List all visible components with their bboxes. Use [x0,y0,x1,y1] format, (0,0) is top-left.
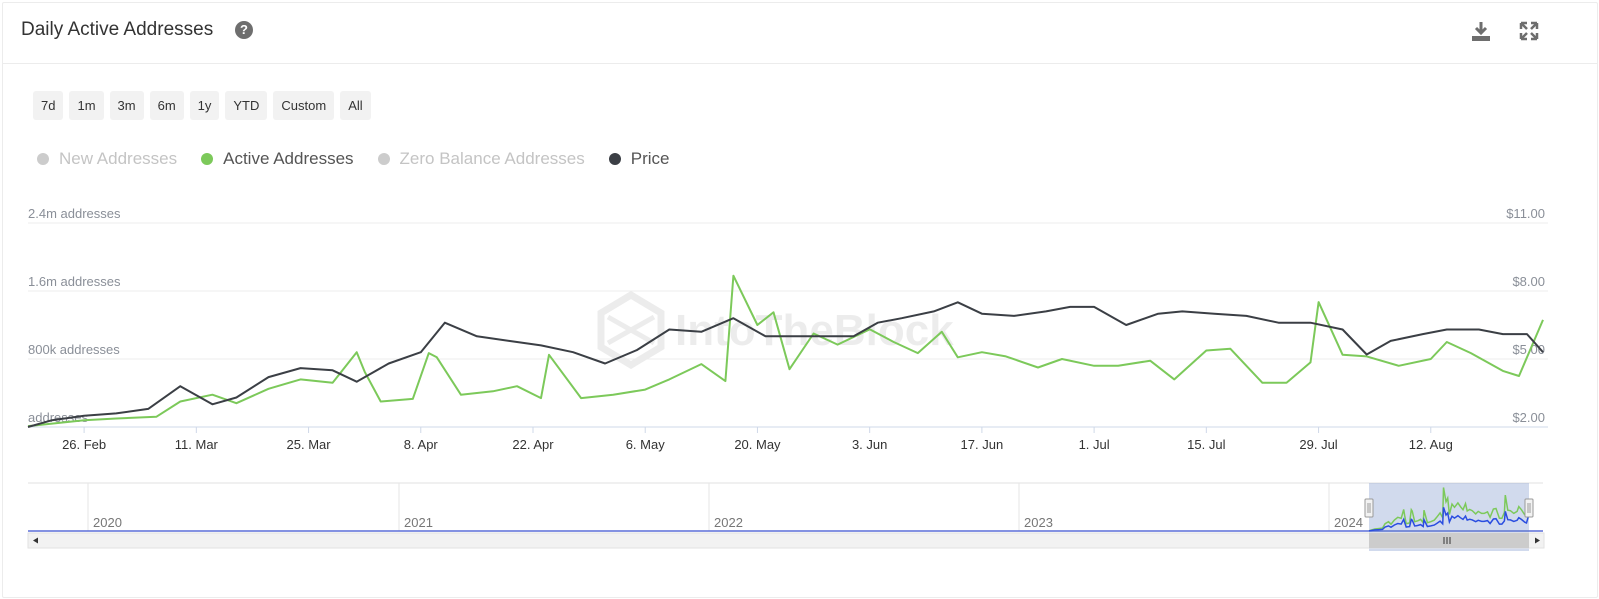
series-line-price [27,301,1544,428]
expand-icon[interactable] [1517,19,1541,43]
y-axis-right: $2.00 $5.00 $8.00 $11.00 [1506,206,1545,425]
navigator-year-label: 2023 [1024,515,1053,530]
range-3m-button[interactable]: 3m [109,91,144,120]
x-tick-label: 26. Feb [62,437,106,452]
range-7d-button[interactable]: 7d [33,91,64,120]
y-left-tick-label: 800k addresses [28,342,120,357]
series-line-active-addresses [27,274,1544,428]
y-left-tick-label: 1.6m addresses [28,274,121,289]
x-tick-label: 29. Jul [1299,437,1337,452]
legend-item-price[interactable]: Price [608,149,670,169]
y-axis-left: addresses 800k addresses 1.6m addresses 2.4… [28,206,121,425]
x-tick-label: 20. May [734,437,781,452]
legend-item-zero-balance-addresses[interactable]: Zero Balance Addresses [377,149,585,169]
legend-label: Active Addresses [223,149,354,168]
chart-legend: New Addresses Active Addresses Zero Bala… [37,149,693,169]
x-axis: 26. Feb 11. Mar 25. Mar 8. Apr 22. Apr 6. May… [62,427,1453,452]
range-6m-button[interactable]: 6m [149,91,184,120]
range-1y-button[interactable]: 1y [189,91,220,120]
chart-header: Daily Active Addresses ? [3,3,1597,64]
y-left-tick-label: addresses [28,410,88,425]
legend-dot [201,153,214,165]
legend-dot [377,153,390,165]
x-tick-label: 22. Apr [512,437,554,452]
legend-dot [37,153,49,165]
y-right-tick-label: $5.00 [1512,342,1545,357]
x-tick-label: 6. May [626,437,666,452]
legend-label: New Addresses [59,149,178,168]
x-tick-label: 12. Aug [1409,437,1453,452]
question-circle-icon[interactable]: ? [235,21,253,39]
y-right-tick-label: $2.00 [1512,410,1545,425]
navigator-series-active [1368,487,1530,532]
watermark-logo: IntoTheBlock [597,290,954,370]
navigator: 2020 2021 2022 2023 2024 [27,482,1545,551]
y-right-tick-label: $8.00 [1512,274,1545,289]
scroll-right-arrow-icon[interactable] [1535,537,1540,544]
range-ytd-button[interactable]: YTD [225,91,268,120]
navigator-handle[interactable] [1524,498,1534,518]
x-tick-label: 15. Jul [1187,437,1225,452]
navigator-year-label: 2021 [404,515,433,530]
scroll-left-arrow-icon[interactable] [33,537,38,544]
chart-grid [28,222,1548,428]
navigator-year-label: 2020 [93,515,122,530]
legend-item-new-addresses[interactable]: New Addresses [37,149,177,169]
range-all-button[interactable]: All [340,91,371,120]
watermark-text: IntoTheBlock [675,306,954,355]
navigator-year-label: 2024 [1334,515,1363,530]
x-tick-label: 25. Mar [287,437,332,452]
x-tick-label: 3. Jun [852,437,887,452]
navigator-selection [1369,483,1529,551]
legend-label: Price [630,149,670,168]
download-icon[interactable] [1469,19,1493,43]
scrollbar-track[interactable] [27,532,1545,549]
navigator-series-new [1368,507,1530,532]
navigator-handle[interactable] [1364,498,1374,518]
x-tick-label: 11. Mar [175,437,219,452]
legend-dot [608,153,621,165]
navigator-year-label: 2022 [714,515,743,530]
chart-series [27,274,1544,428]
chart-title: Daily Active Addresses [21,19,214,40]
range-selector: 7d 1m 3m 6m 1y YTD Custom All [33,91,371,120]
x-tick-label: 1. Jul [1079,437,1110,452]
range-custom-button[interactable]: Custom [273,91,335,120]
legend-label: Zero Balance Addresses [399,149,585,168]
scrollbar-thumb[interactable] [1369,533,1529,548]
x-tick-label: 8. Apr [404,437,439,452]
y-left-tick-label: 2.4m addresses [28,206,121,221]
range-1m-button[interactable]: 1m [69,91,104,120]
y-right-tick-label: $11.00 [1506,206,1545,221]
x-tick-label: 17. Jun [961,437,1004,452]
legend-item-active-addresses[interactable]: Active Addresses [201,149,354,169]
